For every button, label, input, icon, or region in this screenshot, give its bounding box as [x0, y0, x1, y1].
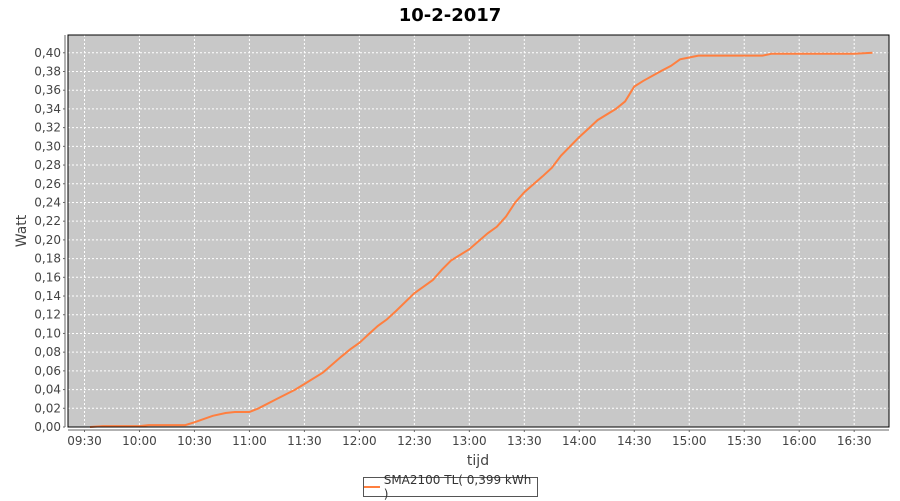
x-tick-label: 10:00 [122, 434, 157, 448]
y-tick-label: 0,34 [34, 102, 61, 116]
x-tick-label: 14:30 [617, 434, 652, 448]
y-tick-label: 0,00 [34, 420, 61, 434]
y-tick-label: 0,40 [34, 46, 61, 60]
y-axis-label: Watt [14, 214, 30, 247]
y-tick-label: 0,16 [34, 270, 61, 284]
x-tick-label: 12:30 [397, 434, 432, 448]
legend-swatch [364, 486, 380, 488]
y-tick-label: 0,26 [34, 177, 61, 191]
x-tick-label: 09:30 [67, 434, 102, 448]
plot-area [68, 35, 889, 427]
x-tick-label: 16:30 [837, 434, 872, 448]
y-tick-label: 0,04 [34, 383, 61, 397]
x-tick-label: 15:00 [672, 434, 707, 448]
y-tick-label: 0,20 [34, 233, 61, 247]
x-tick-label: 13:00 [452, 434, 487, 448]
grid [68, 35, 889, 427]
y-tick-label: 0,28 [34, 158, 61, 172]
x-tick-label: 14:00 [562, 434, 597, 448]
y-tick-label: 0,22 [34, 214, 61, 228]
x-tick-label: 11:00 [232, 434, 267, 448]
series-line [89, 51, 873, 428]
y-tick-label: 0,38 [34, 64, 61, 78]
y-tick-label: 0,24 [34, 195, 61, 209]
x-tick-label: 13:30 [507, 434, 542, 448]
x-axis: 09:30 10:00 10:30 11:00 11:30 12:00 12:30 13:00… [67, 429, 889, 448]
y-tick-label: 0,10 [34, 326, 61, 340]
x-tick-label: 10:30 [177, 434, 212, 448]
y-tick-label: 0,30 [34, 139, 61, 153]
x-tick-label: 11:30 [287, 434, 322, 448]
y-tick-label: 0,36 [34, 83, 61, 97]
y-tick-label: 0,08 [34, 345, 61, 359]
chart-title: 10-2-2017 [399, 5, 502, 26]
y-tick-label: 0,14 [34, 289, 61, 303]
y-tick-label: 0,02 [34, 401, 61, 415]
y-tick-label: 0,12 [34, 308, 61, 322]
y-tick-label: 0,32 [34, 121, 61, 135]
legend-label: SMA2100 TL( 0,399 kWh ) [383, 473, 532, 501]
y-axis: 0,00 0,02 0,04 0,06 0,08 0,10 0,12 0,14 0,16 0,18… [34, 35, 66, 434]
x-tick-label: 15:30 [727, 434, 762, 448]
x-axis-label: tijd [467, 453, 489, 469]
x-tick-label: 16:00 [782, 434, 817, 448]
x-tick-label: 12:00 [342, 434, 377, 448]
plot-border [67, 34, 890, 428]
y-tick-label: 0,18 [34, 252, 61, 266]
legend: SMA2100 TL( 0,399 kWh ) [363, 473, 538, 501]
y-tick-label: 0,06 [34, 364, 61, 378]
